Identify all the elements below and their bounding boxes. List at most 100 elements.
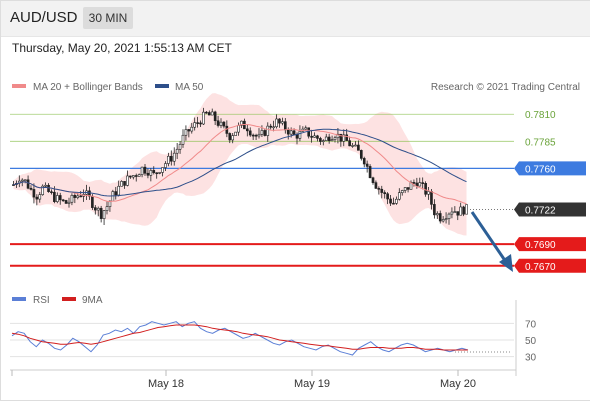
candle-body: [351, 145, 354, 147]
candle-body: [234, 131, 237, 136]
candle-body: [348, 140, 351, 147]
candle-body: [93, 207, 97, 211]
x-tick-label-2: May 20: [440, 378, 476, 390]
candle-body: [117, 185, 121, 196]
x-tick-label-1: May 19: [294, 378, 330, 390]
forecast-arrow-shaft: [470, 211, 508, 263]
candle-body: [32, 189, 36, 198]
candle-body: [278, 118, 281, 124]
candle-body: [418, 182, 422, 187]
candle-body: [190, 126, 194, 132]
level-support-5-label: 0.7670: [525, 262, 556, 273]
candle-body: [120, 181, 123, 187]
candle-body: [237, 125, 240, 133]
candle-body: [175, 148, 179, 154]
candle-body: [272, 126, 275, 129]
candle-body: [374, 182, 378, 189]
rsi-ma-line: [11, 324, 468, 351]
candle-body: [91, 195, 94, 208]
chart-datetime: Thursday, May 20, 2021 1:55:13 AM CET: [12, 41, 232, 55]
level-resistance-0-label: 0.7810: [525, 110, 556, 121]
candle-body: [456, 211, 460, 216]
candle-body: [20, 179, 24, 182]
candle-body: [324, 136, 328, 141]
candle-body: [450, 211, 454, 215]
candle-body: [339, 133, 343, 142]
level-labels: 0.7810 0.7785 0.7760 0.7722 0.7690 0.7670: [514, 110, 586, 273]
candle-body: [47, 184, 50, 193]
candle-body: [406, 187, 410, 190]
rsi-legend: RSI 9MA: [12, 295, 103, 306]
ma-bb-legend-label: MA 20 + Bollinger Bands: [33, 82, 143, 93]
candle-body: [359, 150, 363, 159]
candle-body: [248, 130, 252, 136]
candle-body: [152, 170, 156, 174]
candle-body: [102, 210, 106, 219]
candle-body: [23, 179, 27, 182]
candle-body: [169, 155, 173, 162]
candle-body: [389, 198, 392, 204]
candle-body: [336, 133, 340, 139]
candle-body: [354, 144, 357, 147]
candle-body: [465, 204, 468, 215]
candle-body: [333, 137, 337, 140]
candle-body: [292, 130, 296, 136]
candle-body: [50, 191, 53, 194]
candle-body: [283, 121, 287, 131]
candles: [12, 107, 468, 226]
candle-body: [196, 122, 199, 124]
candle-body: [263, 130, 267, 136]
candle-body: [459, 206, 463, 216]
candle-body: [187, 129, 191, 132]
candle-body: [161, 167, 164, 173]
timeframe-badge[interactable]: 30 MIN: [83, 7, 133, 29]
candle-body: [362, 158, 366, 165]
candle-body: [143, 166, 147, 174]
main-legend: MA 20 + Bollinger Bands MA 50 Research ©…: [12, 82, 580, 93]
ma50-legend-swatch: [155, 84, 169, 88]
candle-body: [275, 118, 278, 128]
candle-body: [307, 127, 311, 137]
candle-body: [193, 122, 197, 128]
level-last-3-label: 0.7722: [525, 205, 556, 216]
forecast-arrow: [470, 211, 513, 272]
candle-body: [310, 135, 313, 138]
candle-body: [435, 213, 439, 216]
rsi-tick-50: 50: [525, 336, 537, 347]
candle-body: [397, 192, 401, 200]
candle-body: [383, 192, 387, 195]
candle-body: [430, 191, 433, 205]
candle-body: [105, 206, 109, 211]
candle-body: [462, 206, 465, 215]
candle-body: [251, 134, 255, 137]
candle-body: [222, 121, 226, 127]
rsi-line: [11, 321, 469, 356]
level-pivot-2-tag: 0.7760: [514, 161, 586, 176]
candle-body: [205, 111, 208, 114]
ma50-legend-label: MA 50: [175, 82, 204, 93]
candle-body: [269, 125, 273, 128]
candle-body: [330, 139, 334, 142]
rsi-tick-70: 70: [525, 319, 537, 330]
candle-body: [76, 195, 80, 198]
candle-body: [295, 134, 299, 139]
candle-body: [55, 195, 59, 202]
candle-body: [44, 184, 47, 187]
candle-body: [96, 207, 100, 211]
candle-body: [424, 182, 427, 195]
candle-body: [453, 211, 457, 213]
candle-body: [316, 135, 319, 139]
candle-body: [38, 194, 42, 200]
candle-body: [58, 195, 62, 201]
level-support-4-tag: 0.7690: [514, 237, 586, 252]
candle-body: [134, 175, 138, 177]
candle-body: [231, 135, 235, 141]
rsi-legend-swatch: [12, 297, 26, 301]
candle-body: [123, 181, 126, 186]
level-support-5-tag-bg: [514, 258, 586, 273]
candle-body: [433, 204, 436, 216]
candle-body: [240, 120, 243, 126]
candle-body: [184, 129, 188, 136]
candle-body: [99, 207, 103, 219]
candle-body: [29, 187, 33, 190]
